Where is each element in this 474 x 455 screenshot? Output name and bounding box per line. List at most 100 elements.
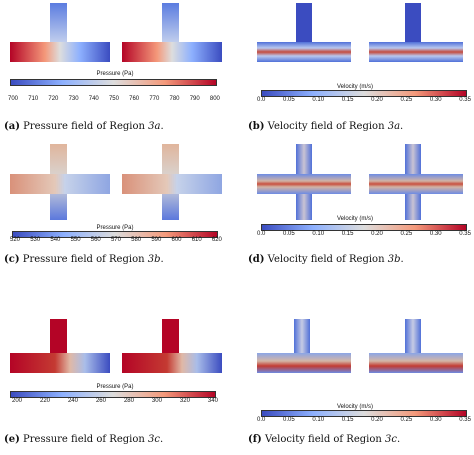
caption: (c) Pressure field of Region 3b. bbox=[4, 254, 164, 265]
tick-label: 260 bbox=[95, 398, 106, 404]
tick-label: 0.0 bbox=[257, 97, 266, 103]
tick-label: 0.30 bbox=[429, 417, 442, 423]
cross-junction-right bbox=[122, 144, 222, 220]
tick-label: 0.10 bbox=[312, 97, 325, 103]
colorbar-title: Velocity (m/s) bbox=[336, 404, 373, 410]
tick-label: 740 bbox=[88, 96, 99, 102]
velocity-colorbar bbox=[261, 224, 467, 231]
tick-label: 580 bbox=[131, 237, 142, 243]
l-junction-left bbox=[10, 319, 110, 373]
velocity-field-3b-plot bbox=[257, 144, 463, 220]
panel-f: Velocity (m/s) 0.0 0.05 0.10 0.15 0.20 0… bbox=[237, 316, 474, 455]
colorbar-ticks: 0.0 0.05 0.10 0.15 0.20 0.25 0.30 0.35 bbox=[257, 417, 471, 423]
tick-label: 0.15 bbox=[341, 231, 354, 237]
caption-region: 3c bbox=[385, 434, 397, 445]
tick-label: 0.05 bbox=[283, 97, 295, 103]
tick-label: 0.0 bbox=[257, 231, 266, 237]
tick-label: 0.05 bbox=[283, 417, 295, 423]
tick-label: 520 bbox=[10, 237, 21, 243]
tick-label: 0.20 bbox=[371, 231, 383, 237]
velocity-field-3c-plot bbox=[257, 319, 463, 373]
pressure-colorbar bbox=[10, 79, 217, 86]
caption-label: (e) bbox=[4, 434, 20, 445]
caption: (e) Pressure field of Region 3c. bbox=[4, 434, 164, 445]
velocity-colorbar bbox=[261, 90, 467, 97]
tick-label: 600 bbox=[171, 237, 182, 243]
tick-label: 0.20 bbox=[371, 417, 383, 423]
tick-label: 0.25 bbox=[400, 417, 413, 423]
tick-label: 0.15 bbox=[341, 417, 354, 423]
panel-d: Velocity (m/s) 0.0 0.05 0.10 0.15 0.20 0… bbox=[237, 140, 474, 300]
cross-junction-left bbox=[257, 144, 351, 220]
colorbar-title: Velocity (m/s) bbox=[336, 84, 373, 90]
caption-label: (f) bbox=[248, 434, 262, 445]
velocity-field-3a-plot bbox=[257, 3, 463, 62]
pressure-field-3a-plot bbox=[10, 3, 222, 62]
tick-label: 0.15 bbox=[341, 97, 354, 103]
tick-label: 730 bbox=[68, 96, 79, 102]
caption-region: 3c bbox=[147, 434, 160, 445]
caption: (b) Velocity field of Region 3a. bbox=[248, 121, 404, 132]
tick-label: 200 bbox=[12, 398, 23, 404]
caption-region: 3b bbox=[387, 254, 401, 265]
tick-label: 590 bbox=[151, 237, 162, 243]
tick-label: 550 bbox=[70, 237, 81, 243]
caption-region: 3a bbox=[148, 121, 161, 132]
caption-text: Pressure field of Region bbox=[23, 121, 149, 132]
tick-label: 0.10 bbox=[312, 231, 325, 237]
pressure-colorbar bbox=[10, 391, 216, 398]
tick-label: 720 bbox=[48, 96, 59, 102]
panel-a: Pressure (Pa) 700 710 720 730 740 750 76… bbox=[0, 0, 237, 152]
tick-label: 340 bbox=[207, 398, 218, 404]
tick-label: 610 bbox=[191, 237, 202, 243]
tick-label: 790 bbox=[189, 96, 200, 102]
tick-label: 0.30 bbox=[429, 97, 442, 103]
tick-label: 0.35 bbox=[459, 417, 471, 423]
tick-label: 570 bbox=[110, 237, 121, 243]
colorbar-ticks: 200 220 240 260 280 300 320 340 bbox=[12, 398, 218, 404]
tick-label: 0.0 bbox=[257, 417, 266, 423]
colorbar-title: Velocity (m/s) bbox=[336, 216, 373, 222]
tick-label: 0.25 bbox=[400, 97, 413, 103]
tick-label: 240 bbox=[67, 398, 78, 404]
colorbar-title: Pressure (Pa) bbox=[96, 384, 134, 390]
tick-label: 780 bbox=[169, 96, 180, 102]
tick-label: 530 bbox=[30, 237, 41, 243]
tick-label: 300 bbox=[151, 398, 162, 404]
tick-label: 0.05 bbox=[283, 231, 295, 237]
l-junction-right bbox=[369, 319, 463, 373]
tick-label: 620 bbox=[211, 237, 222, 243]
caption-label: (d) bbox=[248, 254, 265, 265]
t-junction-right bbox=[369, 3, 463, 62]
tick-label: 770 bbox=[149, 96, 160, 102]
caption: (d) Velocity field of Region 3b. bbox=[248, 254, 404, 265]
tick-label: 320 bbox=[179, 398, 190, 404]
tick-label: 710 bbox=[28, 96, 39, 102]
panel-c: Pressure (Pa) 520 530 540 550 560 570 58… bbox=[0, 140, 237, 300]
caption-label: (b) bbox=[248, 121, 265, 132]
tick-label: 800 bbox=[209, 96, 220, 102]
caption-region: 3a bbox=[387, 121, 401, 132]
colorbar-title: Pressure (Pa) bbox=[96, 71, 134, 77]
caption-region: 3b bbox=[147, 254, 161, 265]
caption-text: Velocity field of Region bbox=[267, 254, 388, 265]
tick-label: 0.30 bbox=[429, 231, 442, 237]
caption-text: Velocity field of Region bbox=[264, 434, 385, 445]
colorbar-ticks: 700 710 720 730 740 750 760 770 780 790 … bbox=[8, 96, 220, 102]
caption: (f) Velocity field of Region 3c. bbox=[248, 434, 401, 445]
tick-label: 560 bbox=[90, 237, 101, 243]
colorbar-ticks: 520 530 540 550 560 570 580 590 600 610 … bbox=[10, 237, 222, 243]
panel-b: Velocity (m/s) 0.0 0.05 0.10 0.15 0.20 0… bbox=[237, 0, 474, 152]
pressure-field-3c-plot bbox=[10, 319, 222, 373]
tick-label: 0.10 bbox=[312, 417, 325, 423]
tick-label: 0.20 bbox=[371, 97, 383, 103]
colorbar-ticks: 0.0 0.05 0.10 0.15 0.20 0.25 0.30 0.35 bbox=[257, 231, 471, 237]
tick-label: 280 bbox=[123, 398, 134, 404]
colorbar-ticks: 0.0 0.05 0.10 0.15 0.20 0.25 0.30 0.35 bbox=[257, 97, 471, 103]
colorbar-title: Pressure (Pa) bbox=[96, 225, 134, 231]
l-junction-right bbox=[122, 319, 222, 373]
caption-label: (a) bbox=[4, 121, 20, 132]
pressure-colorbar bbox=[12, 231, 218, 238]
pressure-field-3b-plot bbox=[10, 144, 222, 220]
panel-e: Pressure (Pa) 200 220 240 260 280 300 32… bbox=[0, 316, 237, 455]
